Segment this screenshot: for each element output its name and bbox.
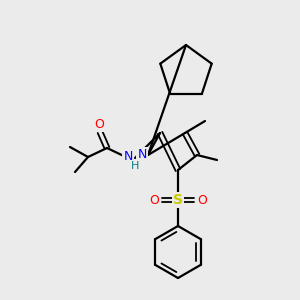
- Text: S: S: [173, 193, 183, 207]
- Text: H: H: [131, 161, 139, 171]
- Text: N: N: [137, 148, 147, 161]
- Text: O: O: [197, 194, 207, 206]
- Text: O: O: [149, 194, 159, 206]
- Text: N: N: [123, 151, 133, 164]
- Text: O: O: [94, 118, 104, 130]
